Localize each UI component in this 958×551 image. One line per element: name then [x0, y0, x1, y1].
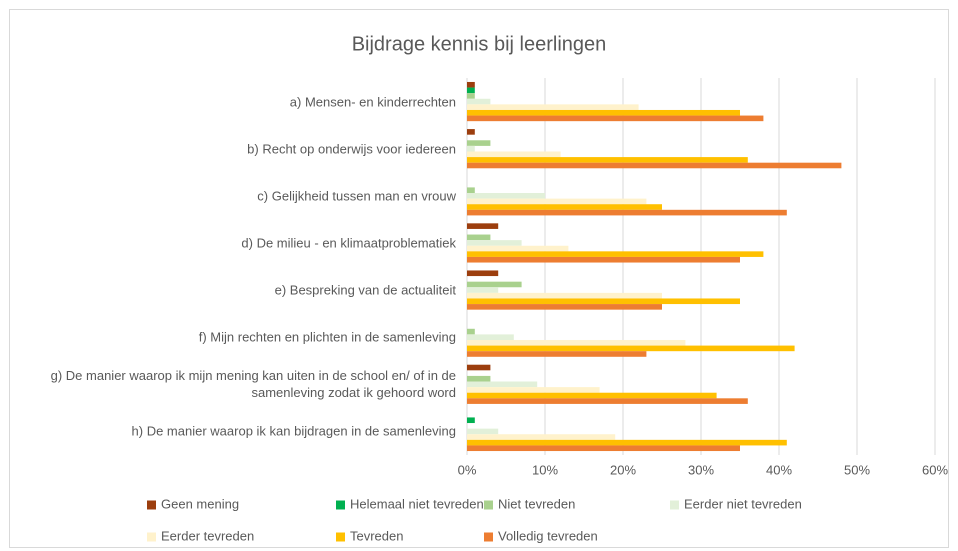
category-label: a) Mensen- en kinderrechten [289, 94, 456, 110]
legend-swatch [336, 500, 345, 510]
bar [467, 187, 475, 194]
legend-label: Volledig tevreden [498, 528, 598, 543]
legend-label: Eerder tevreden [161, 528, 254, 543]
bar [467, 162, 842, 169]
bar [467, 140, 491, 146]
legend-swatch [484, 500, 493, 510]
bar [467, 193, 545, 199]
bar [467, 298, 740, 305]
legend-label: Niet tevreden [498, 496, 575, 511]
x-tick-label: 0% [458, 462, 477, 477]
x-tick-label: 10% [532, 462, 558, 477]
bar [467, 339, 686, 346]
category-label: h) De manier waarop ik kan bijdragen in … [131, 423, 456, 439]
x-tick-label: 20% [610, 462, 636, 477]
legend-label: Eerder niet tevreden [684, 496, 802, 511]
chart-title: Bijdrage kennis bij leerlingen [352, 33, 607, 55]
bar [467, 204, 662, 210]
bar [467, 351, 647, 357]
bar [467, 434, 616, 440]
bar [467, 270, 499, 277]
legend-label: Geen mening [161, 496, 239, 511]
bar [467, 364, 491, 371]
bar [467, 256, 740, 263]
x-tick-label: 40% [766, 462, 792, 477]
bar [467, 115, 764, 122]
bar [467, 93, 475, 99]
bar [467, 98, 491, 105]
bar [467, 104, 639, 110]
x-tick-label: 30% [688, 462, 714, 477]
bar [467, 251, 764, 257]
category-label: g) De manier waarop ik mijn mening kan u… [50, 368, 456, 401]
bar [467, 223, 499, 229]
chart-frame [9, 9, 949, 548]
legend-swatch [336, 532, 345, 542]
bar [467, 209, 787, 216]
x-tick-label: 60% [922, 462, 948, 477]
bar [467, 234, 491, 241]
bar [467, 281, 522, 288]
category-label: d) De milieu - en klimaatproblematiek [241, 235, 456, 251]
bar [467, 157, 748, 163]
category-label: f) Mijn rechten en plichten in de samenl… [198, 329, 456, 345]
bar [467, 392, 717, 399]
bar [467, 381, 538, 388]
bar [467, 439, 787, 446]
legend-swatch [484, 532, 493, 542]
legend-swatch [670, 500, 679, 510]
bar [467, 345, 795, 352]
legend-swatch [147, 500, 156, 510]
bar [467, 145, 475, 152]
bar [467, 129, 475, 135]
bar [467, 417, 475, 424]
bar [467, 292, 662, 299]
bar [467, 87, 475, 94]
bar [467, 245, 569, 252]
category-label: b) Recht op onderwijs voor iedereen [247, 141, 456, 157]
category-label: c) Gelijkheid tussen man en vrouw [257, 188, 456, 204]
legend-label: Tevreden [350, 528, 403, 543]
bar [467, 109, 740, 116]
bar [467, 387, 600, 393]
legend-label: Helemaal niet tevreden [350, 496, 484, 511]
bar [467, 304, 662, 310]
bar [467, 334, 514, 340]
bar [467, 428, 499, 435]
bar [467, 375, 491, 382]
bar [467, 287, 499, 293]
x-tick-label: 50% [844, 462, 870, 477]
bar [467, 198, 647, 205]
category-label: e) Bespreking van de actualiteit [274, 282, 456, 298]
bar [467, 151, 561, 158]
bar [467, 445, 740, 452]
bar [467, 398, 748, 404]
bar [467, 328, 475, 335]
bar [467, 81, 475, 88]
legend-swatch [147, 532, 156, 542]
bar [467, 240, 522, 246]
